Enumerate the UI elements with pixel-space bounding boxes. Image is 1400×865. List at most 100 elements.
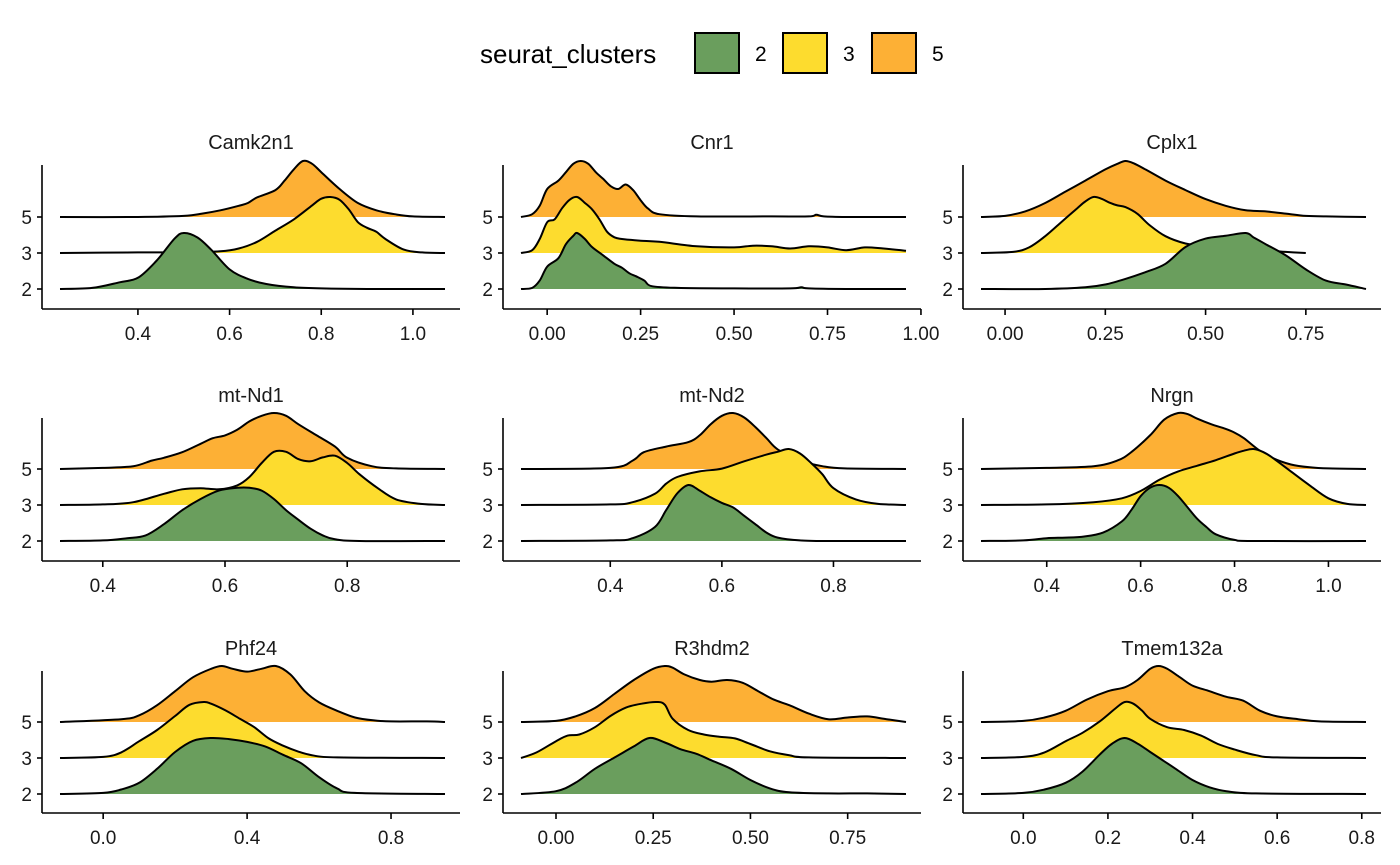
x-tick-label: 1.00 [902,324,939,345]
y-tick-label: 3 [21,749,32,770]
x-tick-label: 0.75 [829,828,866,849]
x-tick-label: 0.4 [1179,828,1206,849]
panel-title: Cnr1 [690,132,733,154]
legend-label-3: 3 [843,43,855,66]
ridge-fill-cluster-2 [521,484,906,542]
legend-item-5: 5 [871,32,944,74]
ridge-line-cluster-2 [980,231,1367,291]
x-tick-label: 0.4 [125,324,152,345]
ridge-fill-cluster-3 [521,701,906,758]
y-tick-label: 2 [942,785,953,806]
legend-item-3: 3 [782,32,855,74]
ridge-line-cluster-3 [520,447,907,506]
ridge-fill-cluster-3 [981,701,1366,758]
ridge-fill-cluster-2 [60,737,445,794]
x-tick-label: 0.8 [1349,828,1375,849]
y-tick-label: 5 [482,460,493,481]
panel-title: Phf24 [225,638,277,660]
legend-swatch-3 [782,32,828,74]
y-tick-label: 2 [482,280,493,301]
x-tick-label: 0.8 [334,576,360,597]
y-tick-label: 5 [482,713,493,734]
y-tick-label: 5 [21,460,32,481]
ridge-fill-cluster-2 [60,232,445,290]
y-tick-label: 2 [942,280,953,301]
x-tick-label: 0.6 [709,576,735,597]
y-tick-label: 3 [482,496,493,517]
x-tick-label: 1.0 [1315,576,1341,597]
y-tick-label: 2 [482,785,493,806]
ridge-fill-cluster-3 [60,701,445,758]
ridge-line-cluster-2 [59,486,446,543]
ridge-line-cluster-5 [59,159,446,219]
ridge-fill-cluster-5 [60,160,445,218]
ridge-line-cluster-2 [59,231,446,291]
x-tick-label: 0.50 [732,828,769,849]
y-tick-label: 5 [942,460,953,481]
ridge-line-cluster-5 [59,412,446,470]
ridge-fill-cluster-2 [521,232,906,290]
x-tick-label: 0.75 [1287,324,1324,345]
x-tick-label: 0.00 [529,324,566,345]
legend: seurat_clusters 2 3 5 [480,32,944,74]
facet-panels: Camk2n1 2 3 5 0.4 0.6 0.8 1.0 Cnr1 2 3 5 0.00 0.25 0.5… [21,132,1381,849]
x-tick-label: 0.25 [635,828,672,849]
ridge-fill-cluster-3 [981,448,1366,505]
panel-title: Nrgn [1150,385,1193,407]
x-tick-label: 0.6 [212,576,238,597]
y-tick-label: 3 [21,496,32,517]
y-tick-label: 5 [21,713,32,734]
ridge-fill-cluster-3 [60,450,445,505]
x-tick-label: 0.8 [378,828,404,849]
ridge-fill-cluster-5 [521,412,906,469]
panel-tmem132a: Tmem132a 2 3 5 0.0 0.2 0.4 0.6 0.8 [942,638,1381,849]
ridge-fill-cluster-2 [60,487,445,542]
panel-phf24: Phf24 2 3 5 0.0 0.4 0.8 [21,638,460,849]
y-tick-label: 3 [942,496,953,517]
panel-nrgn: Nrgn 2 3 5 0.4 0.6 0.8 1.0 [942,385,1381,597]
ridge-fill-cluster-5 [521,665,906,722]
x-tick-label: 0.8 [1221,576,1247,597]
ridge-fill-cluster-5 [60,413,445,469]
legend-swatch-2 [694,32,740,74]
legend-label-2: 2 [755,43,767,66]
y-tick-label: 2 [942,532,953,553]
y-tick-label: 3 [482,244,493,265]
x-tick-label: 0.75 [809,324,846,345]
x-tick-label: 0.00 [987,324,1024,345]
y-tick-label: 2 [21,280,32,301]
x-tick-label: 0.50 [1187,324,1224,345]
ridge-fill-cluster-2 [981,485,1366,542]
y-tick-label: 2 [482,532,493,553]
panel-title: R3hdm2 [674,638,750,660]
panel-title: Camk2n1 [208,132,294,154]
legend-title: seurat_clusters [480,39,656,69]
ridge-line-cluster-5 [59,664,446,723]
y-tick-label: 3 [482,749,493,770]
x-tick-label: 0.6 [216,324,242,345]
y-tick-label: 3 [942,749,953,770]
ridge-line-cluster-3 [520,195,907,254]
ridge-line-cluster-2 [520,483,907,543]
ridge-line-cluster-5 [520,664,907,723]
ridge-line-cluster-2 [980,484,1367,543]
ridge-line-cluster-5 [980,411,1367,470]
y-tick-label: 3 [21,244,32,265]
y-tick-label: 5 [21,208,32,229]
ridge-line-cluster-3 [59,449,446,506]
x-tick-label: 1.0 [400,324,426,345]
panel-mt-nd1: mt-Nd1 2 3 5 0.4 0.6 0.8 [21,385,460,597]
legend-label-5: 5 [932,43,944,66]
panel-title: mt-Nd2 [679,385,745,407]
panel-title: Tmem132a [1121,638,1223,660]
ridge-line-cluster-2 [59,736,446,795]
x-tick-label: 0.6 [1127,576,1153,597]
x-tick-label: 0.4 [597,576,624,597]
y-tick-label: 5 [942,208,953,229]
x-tick-label: 0.6 [1264,828,1290,849]
ridge-fill-cluster-2 [981,738,1366,794]
y-tick-label: 3 [942,244,953,265]
ridge-line-cluster-3 [980,700,1367,759]
ridge-line-cluster-2 [520,231,907,291]
